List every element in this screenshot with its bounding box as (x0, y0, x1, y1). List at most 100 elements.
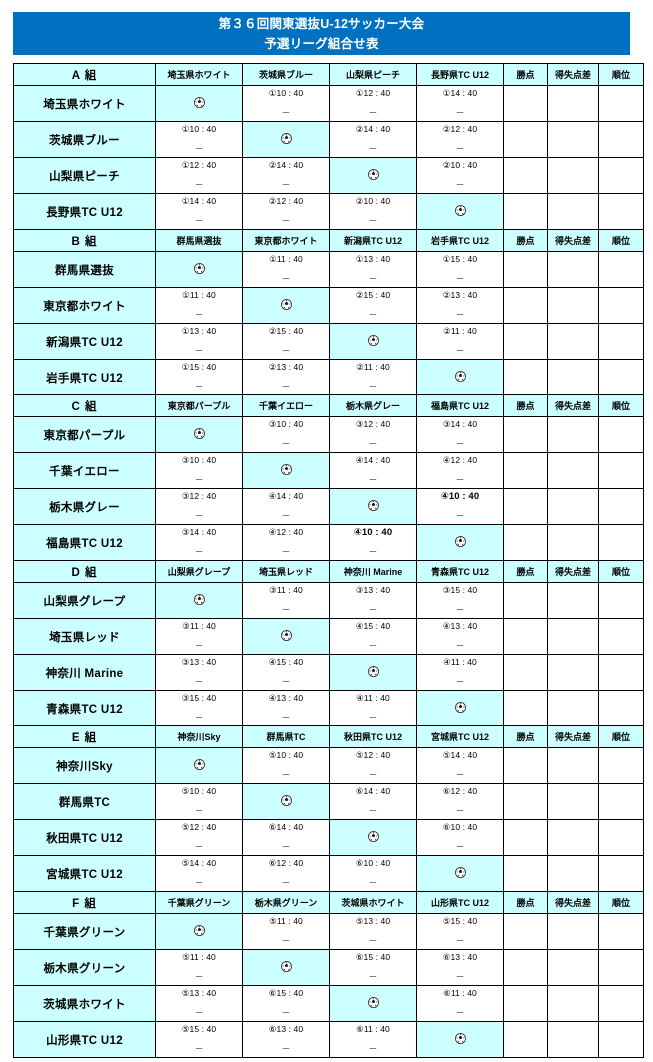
stat-value-cell[interactable] (598, 488, 644, 525)
stat-value-cell[interactable] (503, 747, 548, 784)
stat-value-cell[interactable] (598, 359, 644, 396)
match-cell[interactable]: ⑥14 : 40 － (329, 783, 417, 820)
match-cell[interactable]: ⑥14 : 40 － (242, 819, 330, 856)
stat-value-cell[interactable] (598, 121, 644, 158)
match-cell[interactable]: ③12 : 40 － (155, 488, 243, 525)
stat-value-cell[interactable] (547, 359, 599, 396)
stat-value-cell[interactable] (547, 121, 599, 158)
match-cell[interactable]: ③10 : 40 － (242, 416, 330, 453)
match-cell[interactable]: ①12 : 40 － (155, 157, 243, 194)
match-cell[interactable]: ②14 : 40 － (242, 157, 330, 194)
match-cell[interactable]: ①11 : 40 － (242, 251, 330, 288)
stat-value-cell[interactable] (547, 524, 599, 561)
match-cell[interactable]: ③13 : 40 － (155, 654, 243, 691)
stat-value-cell[interactable] (503, 855, 548, 892)
match-cell[interactable]: ④13 : 40 － (416, 618, 504, 655)
stat-value-cell[interactable] (503, 157, 548, 194)
stat-value-cell[interactable] (503, 1021, 548, 1058)
match-cell[interactable]: ④13 : 40 － (242, 690, 330, 727)
match-cell[interactable]: ⑤14 : 40 － (416, 747, 504, 784)
stat-value-cell[interactable] (547, 1021, 599, 1058)
match-cell[interactable]: ⑤11 : 40 － (242, 913, 330, 950)
stat-value-cell[interactable] (547, 287, 599, 324)
stat-value-cell[interactable] (547, 747, 599, 784)
stat-value-cell[interactable] (547, 783, 599, 820)
stat-value-cell[interactable] (598, 193, 644, 230)
stat-value-cell[interactable] (503, 654, 548, 691)
stat-value-cell[interactable] (598, 157, 644, 194)
stat-value-cell[interactable] (503, 783, 548, 820)
match-cell[interactable]: ⑤11 : 40 － (155, 949, 243, 986)
stat-value-cell[interactable] (547, 323, 599, 360)
match-cell[interactable]: ⑥12 : 40 － (416, 783, 504, 820)
match-cell[interactable]: ②15 : 40 － (242, 323, 330, 360)
stat-value-cell[interactable] (547, 193, 599, 230)
stat-value-cell[interactable] (598, 747, 644, 784)
match-cell[interactable]: ⑥11 : 40 － (416, 985, 504, 1022)
match-cell[interactable]: ⑤10 : 40 － (242, 747, 330, 784)
stat-value-cell[interactable] (503, 85, 548, 122)
match-cell[interactable]: ⑤14 : 40 － (155, 855, 243, 892)
match-cell[interactable]: ①15 : 40 － (155, 359, 243, 396)
match-cell[interactable]: ②12 : 40 － (242, 193, 330, 230)
stat-value-cell[interactable] (547, 452, 599, 489)
stat-value-cell[interactable] (503, 251, 548, 288)
stat-value-cell[interactable] (598, 251, 644, 288)
match-cell[interactable]: ④14 : 40 － (242, 488, 330, 525)
match-cell[interactable]: ①14 : 40 － (155, 193, 243, 230)
match-cell[interactable]: ⑥15 : 40 － (242, 985, 330, 1022)
match-cell[interactable]: ⑥10 : 40 － (329, 855, 417, 892)
match-cell[interactable]: ②15 : 40 － (329, 287, 417, 324)
match-cell[interactable]: ④10 : 40 － (329, 524, 417, 561)
stat-value-cell[interactable] (547, 488, 599, 525)
stat-value-cell[interactable] (503, 323, 548, 360)
stat-value-cell[interactable] (503, 524, 548, 561)
match-cell[interactable]: ⑤13 : 40 － (155, 985, 243, 1022)
match-cell[interactable]: ④14 : 40 － (329, 452, 417, 489)
match-cell[interactable]: ⑤12 : 40 － (329, 747, 417, 784)
match-cell[interactable]: ⑤12 : 40 － (155, 819, 243, 856)
match-cell[interactable]: ④10 : 40 － (416, 488, 504, 525)
stat-value-cell[interactable] (547, 654, 599, 691)
match-cell[interactable]: ④15 : 40 － (242, 654, 330, 691)
stat-value-cell[interactable] (598, 690, 644, 727)
match-cell[interactable]: ②12 : 40 － (416, 121, 504, 158)
match-cell[interactable]: ③10 : 40 － (155, 452, 243, 489)
stat-value-cell[interactable] (598, 416, 644, 453)
stat-value-cell[interactable] (547, 85, 599, 122)
match-cell[interactable]: ①15 : 40 － (416, 251, 504, 288)
match-cell[interactable]: ③11 : 40 － (242, 582, 330, 619)
stat-value-cell[interactable] (598, 452, 644, 489)
match-cell[interactable]: ④11 : 40 － (329, 690, 417, 727)
match-cell[interactable]: ③15 : 40 － (155, 690, 243, 727)
match-cell[interactable]: ⑥11 : 40 － (329, 1021, 417, 1058)
stat-value-cell[interactable] (503, 416, 548, 453)
match-cell[interactable]: ②14 : 40 － (329, 121, 417, 158)
stat-value-cell[interactable] (547, 819, 599, 856)
match-cell[interactable]: ④15 : 40 － (329, 618, 417, 655)
match-cell[interactable]: ⑥12 : 40 － (242, 855, 330, 892)
stat-value-cell[interactable] (503, 819, 548, 856)
match-cell[interactable]: ⑤10 : 40 － (155, 783, 243, 820)
match-cell[interactable]: ①10 : 40 － (155, 121, 243, 158)
match-cell[interactable]: ②11 : 40 － (416, 323, 504, 360)
stat-value-cell[interactable] (598, 524, 644, 561)
match-cell[interactable]: ③15 : 40 － (416, 582, 504, 619)
stat-value-cell[interactable] (547, 416, 599, 453)
match-cell[interactable]: ④11 : 40 － (416, 654, 504, 691)
stat-value-cell[interactable] (547, 855, 599, 892)
match-cell[interactable]: ③14 : 40 － (155, 524, 243, 561)
match-cell[interactable]: ⑥15 : 40 － (329, 949, 417, 986)
stat-value-cell[interactable] (503, 121, 548, 158)
stat-value-cell[interactable] (547, 251, 599, 288)
stat-value-cell[interactable] (598, 985, 644, 1022)
stat-value-cell[interactable] (598, 783, 644, 820)
match-cell[interactable]: ③14 : 40 － (416, 416, 504, 453)
stat-value-cell[interactable] (503, 359, 548, 396)
match-cell[interactable]: ⑥13 : 40 － (416, 949, 504, 986)
stat-value-cell[interactable] (547, 913, 599, 950)
stat-value-cell[interactable] (598, 913, 644, 950)
match-cell[interactable]: ①11 : 40 － (155, 287, 243, 324)
match-cell[interactable]: ①12 : 40 － (329, 85, 417, 122)
match-cell[interactable]: ⑥10 : 40 － (416, 819, 504, 856)
